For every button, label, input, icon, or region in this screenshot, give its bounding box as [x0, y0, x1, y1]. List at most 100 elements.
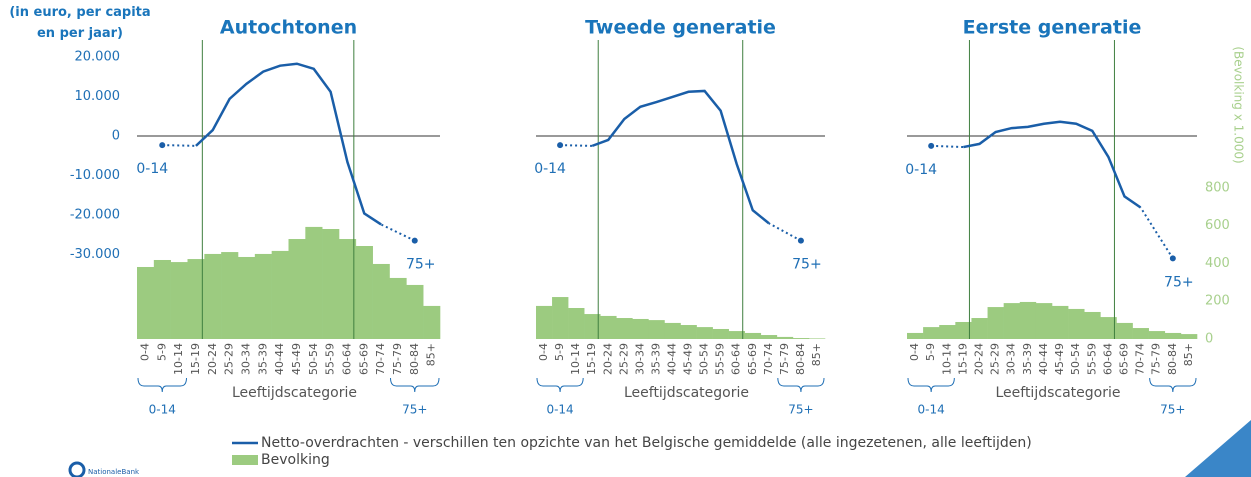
x-tick-label: 85+ — [810, 343, 823, 366]
bar — [406, 284, 424, 339]
dotted-link — [931, 144, 964, 149]
group-label: 0-14 — [546, 403, 573, 417]
group-label: 0-14 — [149, 403, 176, 417]
bar — [288, 239, 306, 339]
line-series — [591, 89, 770, 225]
x-tick-label: 45-49 — [290, 343, 303, 375]
group-label: 75+ — [402, 403, 427, 417]
bar — [1148, 331, 1166, 339]
x-tick-label: 85+ — [425, 343, 438, 366]
x-tick-label: 30-34 — [1005, 343, 1018, 375]
x-tick-label: 40-44 — [1037, 343, 1050, 375]
x-tick-label: 25-29 — [223, 343, 236, 375]
group-brace — [907, 377, 955, 393]
x-tick-label: 55-59 — [714, 343, 727, 375]
x-tick-label: 55-59 — [1085, 343, 1098, 375]
group-brace — [536, 377, 584, 393]
bar — [187, 259, 205, 339]
legend-label: Bevolking — [261, 452, 330, 468]
bar — [907, 332, 924, 339]
x-tick-label: 50-54 — [307, 343, 320, 375]
bar — [584, 314, 601, 339]
group-point-label: 75+ — [792, 257, 822, 273]
bar — [696, 327, 713, 339]
group-point-label: 0-14 — [905, 162, 937, 178]
panel-title: Tweede generatie — [585, 17, 776, 39]
bar — [776, 336, 794, 339]
x-tick-label: 65-69 — [1118, 343, 1131, 375]
x-tick-label: 85+ — [1182, 343, 1195, 366]
x-axis-label: Leeftijdscategorie — [232, 385, 357, 401]
bar — [153, 259, 171, 339]
x-tick-label: 60-64 — [1101, 343, 1114, 375]
bar — [1132, 328, 1149, 339]
x-tick-label: 40-44 — [665, 343, 678, 375]
x-tick-label: 40-44 — [273, 343, 286, 375]
logo-text: NationaleBank — [88, 468, 140, 476]
x-tick-label: 15-19 — [189, 343, 202, 375]
bar — [536, 305, 553, 339]
group-point — [928, 142, 935, 149]
group-point-label: 75+ — [406, 257, 436, 273]
x-tick-label: 45-49 — [1053, 343, 1066, 375]
bar — [271, 250, 289, 339]
y2-tick-label: 0 — [1205, 332, 1213, 347]
bar — [971, 318, 988, 339]
x-tick-label: 75-79 — [778, 343, 791, 375]
bar — [648, 320, 665, 339]
y-tick-label: -10.000 — [70, 168, 120, 183]
x-tick-label: 70-74 — [1134, 343, 1147, 375]
dotted-link — [560, 144, 593, 147]
bar — [1084, 311, 1101, 339]
line-series — [195, 62, 382, 226]
group-point — [1169, 255, 1176, 262]
x-tick-label: 70-74 — [374, 343, 387, 375]
y-tick-label: 0 — [112, 128, 120, 143]
bar — [1003, 303, 1021, 339]
group-label: 0-14 — [918, 403, 945, 417]
x-tick-label: 0-4 — [908, 343, 921, 361]
x-tick-label: 80-84 — [1166, 343, 1179, 375]
bar — [322, 228, 340, 339]
bar — [987, 307, 1004, 339]
group-brace — [390, 377, 440, 393]
y-tick-label: -20.000 — [70, 207, 120, 222]
x-tick-label: 45-49 — [682, 343, 695, 375]
bar — [1052, 305, 1069, 339]
x-axis-label: Leeftijdscategorie — [995, 385, 1120, 401]
corner-decoration — [1185, 420, 1251, 477]
bar — [254, 253, 272, 339]
bar — [1068, 308, 1085, 339]
bar — [1116, 322, 1133, 339]
logo — [68, 461, 86, 477]
bar — [1164, 332, 1182, 339]
bar — [568, 308, 585, 339]
group-brace — [1149, 377, 1197, 393]
panel-title: Autochtonen — [220, 17, 357, 39]
bar — [552, 297, 569, 339]
y2-tick-label: 800 — [1205, 180, 1230, 195]
line-series — [963, 120, 1142, 209]
x-tick-label: 0-4 — [138, 343, 151, 361]
y-tick-label: 10.000 — [75, 89, 121, 104]
bar — [423, 305, 441, 339]
dotted-link — [1139, 206, 1174, 259]
bar — [616, 318, 633, 339]
group-point-label: 0-14 — [136, 161, 168, 177]
y-tick-label: 20.000 — [75, 50, 121, 65]
legend-label: Netto-overdrachten - verschillen ten opz… — [261, 435, 1032, 451]
x-tick-label: 75-79 — [391, 343, 404, 375]
x-tick-label: 5-9 — [553, 343, 566, 361]
dotted-link — [380, 223, 416, 242]
group-label: 75+ — [1160, 403, 1185, 417]
group-brace — [777, 377, 825, 393]
x-tick-label: 10-14 — [172, 343, 185, 375]
bar — [1100, 317, 1117, 339]
group-point — [797, 237, 804, 244]
x-tick-label: 10-14 — [569, 343, 582, 375]
y-axis-label: (in euro, per capita en per jaar) — [9, 5, 151, 41]
y2-tick-label: 400 — [1205, 256, 1230, 271]
x-tick-label: 15-19 — [956, 343, 969, 375]
